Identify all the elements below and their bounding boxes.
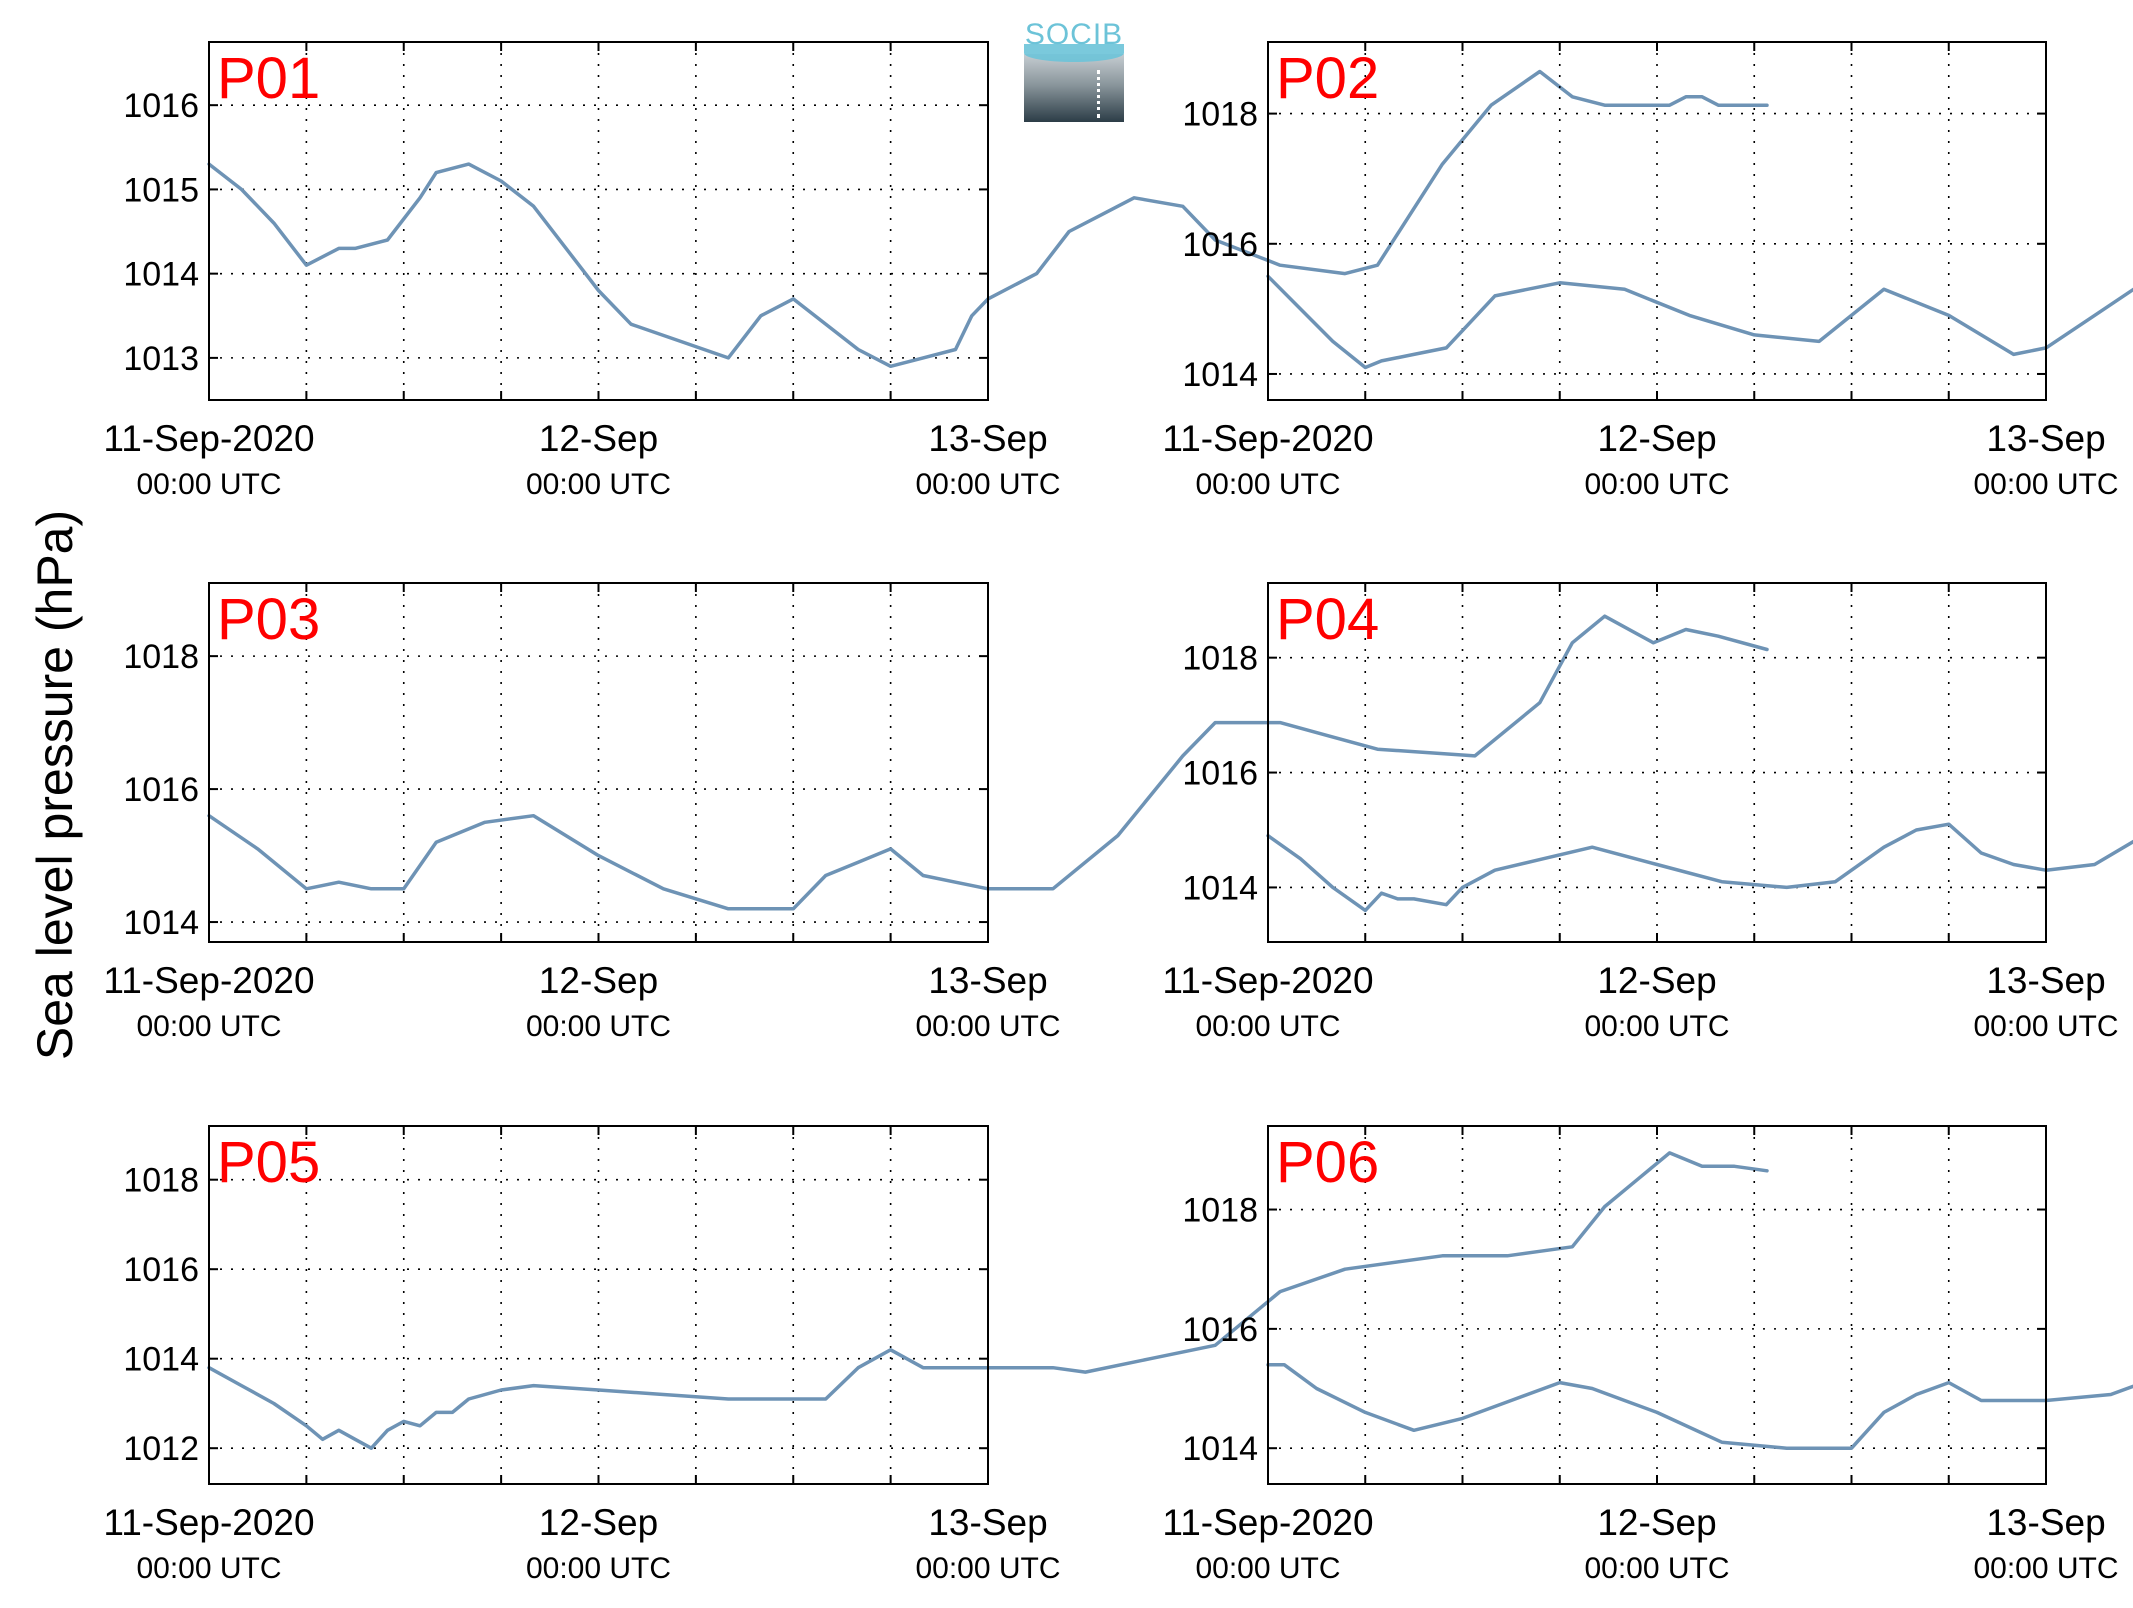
x-tick-label: 12-Sep <box>1597 960 1716 1001</box>
panel-label: P02 <box>1276 46 1379 111</box>
y-tick-label: 1016 <box>123 87 199 125</box>
chart-panel-5: 1012 1014 1016 1018 11-Sep-2020 00:00 UTC 12-S… <box>103 1125 1769 1585</box>
y-tick-label: 1012 <box>123 1430 199 1468</box>
x-tick-label: 12-Sep <box>539 960 658 1001</box>
x-tick-label: 11-Sep-2020 <box>1162 960 1373 1001</box>
x-tick-sublabel: 00:00 UTC <box>526 1552 671 1585</box>
x-tick-sublabel: 00:00 UTC <box>1973 468 2118 501</box>
y-tick-label: 1015 <box>123 171 199 209</box>
y-tick-label: 1018 <box>123 638 199 676</box>
chart-panel-6: 1014 1016 1018 11-Sep-2020 00:00 UTC 12-Sep 00… <box>1162 1125 2133 1585</box>
y-tick-label: 1016 <box>1182 226 1258 264</box>
x-tick-label: 11-Sep-2020 <box>103 418 314 459</box>
x-tick-sublabel: 00:00 UTC <box>1195 1010 1340 1043</box>
x-tick-sublabel: 00:00 UTC <box>1195 468 1340 501</box>
y-tick-label: 1018 <box>1182 640 1258 678</box>
series-line-1 <box>1266 274 2133 370</box>
x-tick-sublabel: 00:00 UTC <box>1584 1010 1729 1043</box>
x-tick-sublabel: 00:00 UTC <box>136 468 281 501</box>
plot-frame <box>1267 1125 2047 1485</box>
chart-panel-1: 1013 1014 1015 1016 11-Sep-2020 00:00 UTC 12-S… <box>103 41 1769 501</box>
y-axis-label: Sea level pressure (hPa) <box>27 510 83 1060</box>
x-tick-sublabel: 00:00 UTC <box>915 468 1060 501</box>
plot-frame <box>1267 41 2047 401</box>
x-tick-sublabel: 00:00 UTC <box>136 1552 281 1585</box>
series-line-1 <box>207 69 1769 369</box>
x-tick-label: 13-Sep <box>1986 1502 2105 1543</box>
x-tick-label: 13-Sep <box>1986 960 2105 1001</box>
chart-panel-3: 1014 1016 1018 11-Sep-2020 00:00 UTC 12-Sep 00… <box>103 582 1769 1043</box>
y-tick-label: 1014 <box>123 1341 199 1379</box>
plot-frame <box>208 41 989 401</box>
plot-frame <box>208 582 989 943</box>
x-tick-sublabel: 00:00 UTC <box>526 468 671 501</box>
x-tick-sublabel: 00:00 UTC <box>915 1010 1060 1043</box>
y-tick-label: 1014 <box>123 904 199 942</box>
x-tick-sublabel: 00:00 UTC <box>1584 468 1729 501</box>
panels: 1013 1014 1015 1016 11-Sep-2020 00:00 UTC 12-S… <box>103 41 2133 1585</box>
x-tick-label: 13-Sep <box>928 1502 1047 1543</box>
series-line-1 <box>207 614 1769 911</box>
y-tick-label: 1016 <box>123 771 199 809</box>
x-tick-sublabel: 00:00 UTC <box>1973 1010 2118 1043</box>
series-line-1 <box>1266 822 2133 913</box>
logo-wave <box>1024 44 1124 62</box>
panel-label: P01 <box>217 46 320 111</box>
x-tick-label: 13-Sep <box>928 418 1047 459</box>
x-tick-label: 13-Sep <box>1986 418 2105 459</box>
series-line-1 <box>207 1151 1769 1450</box>
x-tick-label: 11-Sep-2020 <box>1162 1502 1373 1543</box>
x-tick-label: 12-Sep <box>1597 418 1716 459</box>
y-tick-label: 1016 <box>1182 755 1258 793</box>
series-line-1 <box>1266 1362 2133 1450</box>
y-tick-label: 1014 <box>1182 869 1258 907</box>
y-tick-label: 1018 <box>123 1162 199 1200</box>
x-tick-label: 12-Sep <box>539 418 658 459</box>
x-tick-label: 12-Sep <box>539 1502 658 1543</box>
logo-graphic <box>1024 54 1124 122</box>
y-tick-label: 1018 <box>1182 96 1258 134</box>
plot-frame <box>208 1125 989 1485</box>
x-tick-sublabel: 00:00 UTC <box>1584 1552 1729 1585</box>
x-tick-label: 11-Sep-2020 <box>103 1502 314 1543</box>
y-tick-label: 1016 <box>1182 1311 1258 1349</box>
x-tick-sublabel: 00:00 UTC <box>1973 1552 2118 1585</box>
panel-label: P05 <box>217 1130 320 1195</box>
y-tick-label: 1016 <box>123 1251 199 1289</box>
x-tick-sublabel: 00:00 UTC <box>526 1010 671 1043</box>
y-tick-label: 1014 <box>123 256 199 294</box>
x-tick-label: 13-Sep <box>928 960 1047 1001</box>
y-tick-label: 1013 <box>123 340 199 378</box>
chart-panel-4: 1014 1016 1018 11-Sep-2020 00:00 UTC 12-Sep 00… <box>1162 582 2133 1043</box>
x-tick-sublabel: 00:00 UTC <box>1195 1552 1340 1585</box>
panel-label: P06 <box>1276 1130 1379 1195</box>
y-tick-label: 1014 <box>1182 356 1258 394</box>
socib-logo: SOCIB <box>1024 18 1124 122</box>
chart-panel-2: 1014 1016 1018 11-Sep-2020 00:00 UTC 12-Sep 00… <box>1162 41 2133 501</box>
x-tick-sublabel: 00:00 UTC <box>136 1010 281 1043</box>
x-tick-sublabel: 00:00 UTC <box>915 1552 1060 1585</box>
y-tick-label: 1018 <box>1182 1192 1258 1230</box>
panel-label: P03 <box>217 587 320 652</box>
y-tick-label: 1014 <box>1182 1430 1258 1468</box>
x-tick-label: 11-Sep-2020 <box>1162 418 1373 459</box>
panel-label: P04 <box>1276 587 1379 652</box>
x-tick-label: 11-Sep-2020 <box>103 960 314 1001</box>
logo-dots <box>1097 70 1100 118</box>
x-tick-label: 12-Sep <box>1597 1502 1716 1543</box>
